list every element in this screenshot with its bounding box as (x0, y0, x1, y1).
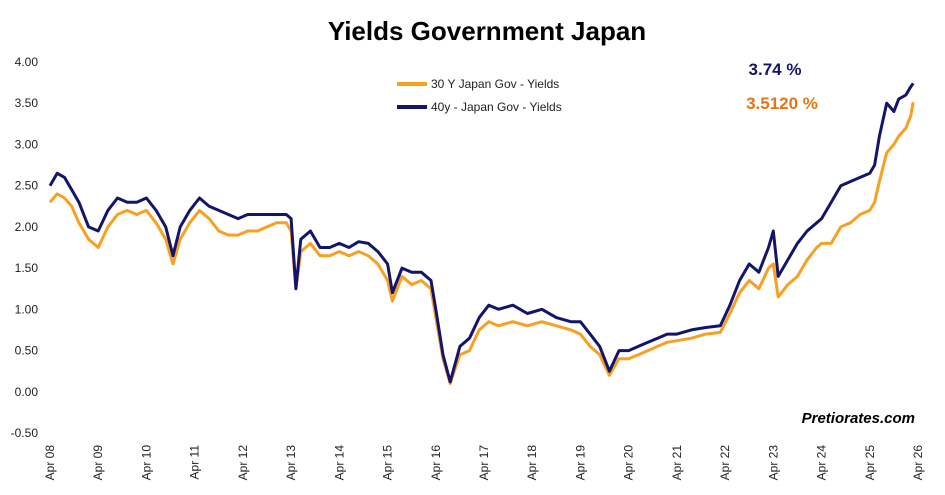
y-tick-label: 1.00 (15, 302, 39, 316)
x-tick-label: Apr 14 (332, 445, 346, 481)
watermark-text: Pretiorates.com (802, 410, 915, 427)
x-tick-label: Apr 15 (381, 445, 395, 481)
last-value-40y: 3.74 % (749, 60, 802, 79)
x-tick-label: Apr 23 (766, 445, 780, 481)
y-tick-label: 3.50 (15, 96, 39, 110)
x-tick-label: Apr 18 (525, 445, 539, 481)
y-tick-label: 3.00 (15, 137, 39, 151)
y-tick-label: 0.50 (15, 344, 39, 358)
y-tick-label: 4.00 (15, 55, 39, 69)
x-axis: Apr 08 Apr 09 Apr 10 Apr 11 Apr 12 Apr 13 Apr … (43, 445, 925, 481)
x-tick-label: Apr 13 (284, 445, 298, 481)
y-tick-label: 1.50 (15, 261, 39, 275)
legend-label-40y: 40y - Japan Gov - Yields (431, 100, 562, 114)
x-tick-label: Apr 17 (477, 445, 491, 481)
legend: 30 Y Japan Gov - Yields 40y - Japan Gov … (397, 77, 562, 114)
series-line-40y (48, 82, 915, 384)
series-line-30y (48, 101, 915, 385)
x-tick-label: Apr 16 (429, 445, 443, 481)
x-tick-label: Apr 22 (718, 445, 732, 481)
x-tick-label: Apr 26 (911, 445, 925, 481)
x-tick-label: Apr 12 (236, 445, 250, 481)
x-tick-label: Apr 20 (622, 445, 636, 481)
x-tick-label: Apr 09 (91, 445, 105, 481)
chart-title: Yields Government Japan (328, 16, 646, 46)
x-tick-label: Apr 08 (43, 445, 57, 481)
x-tick-label: Apr 21 (670, 445, 684, 481)
y-tick-label: 0.00 (15, 385, 39, 399)
plot-area (48, 82, 915, 385)
y-tick-label: 2.00 (15, 220, 39, 234)
y-axis: 4.00 3.50 3.00 2.50 2.00 1.50 1.00 0.50 0.00 -0.5… (11, 55, 39, 440)
last-value-30y: 3.5120 % (746, 94, 818, 113)
x-tick-label: Apr 24 (815, 445, 829, 481)
x-tick-label: Apr 19 (573, 445, 587, 481)
x-tick-label: Apr 10 (139, 445, 153, 481)
x-tick-label: Apr 11 (188, 445, 202, 480)
legend-label-30y: 30 Y Japan Gov - Yields (431, 77, 559, 91)
x-tick-label: Apr 25 (863, 445, 877, 481)
y-tick-label: -0.50 (11, 426, 39, 440)
y-tick-label: 2.50 (15, 179, 39, 193)
